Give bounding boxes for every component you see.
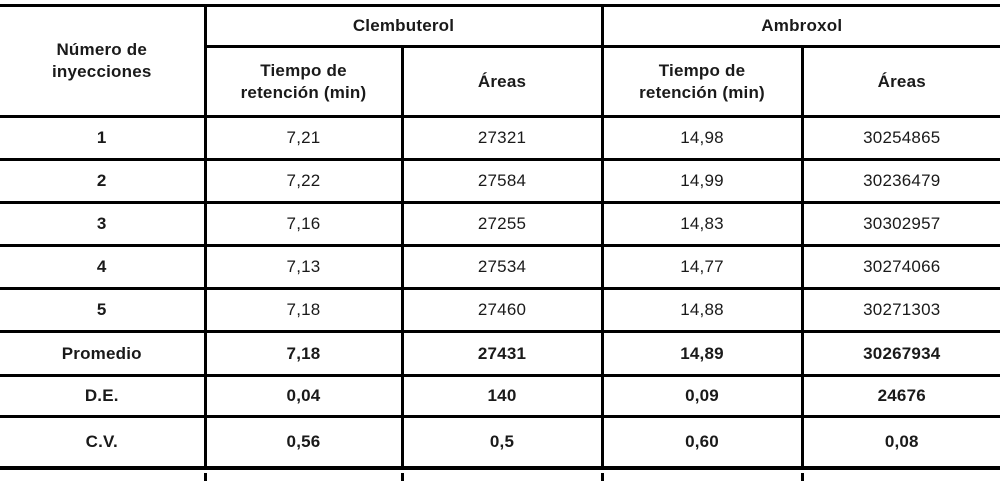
corner-header-cell: Número de inyecciones <box>0 4 205 118</box>
data-cell: 27584 <box>400 159 603 204</box>
data-cell: 0,60 <box>600 416 803 470</box>
sub-header-row: Tiempo de retención (min) Áreas Tiempo d… <box>0 46 1000 118</box>
table-row-de: D.E. 0,04 140 0,09 24676 <box>0 375 1000 418</box>
data-cell: 14,89 <box>600 331 803 377</box>
row-label: D.E. <box>0 375 205 418</box>
data-cell: 14,88 <box>600 288 803 333</box>
corner-header-label: Número de inyecciones <box>51 39 152 81</box>
row-label: C.V. <box>0 416 205 470</box>
column-line-stub <box>204 473 207 481</box>
row-label: 3 <box>0 202 205 247</box>
table-row-cv: C.V. 0,56 0,5 0,60 0,08 <box>0 416 1000 470</box>
data-cell: 7,18 <box>203 288 402 333</box>
column-line-stub <box>601 473 604 481</box>
row-label: 1 <box>0 116 205 161</box>
data-cell: 30274066 <box>800 245 1000 290</box>
group-header-ambroxol: Ambroxol <box>600 4 1000 48</box>
subheader-clembuterol-retention: Tiempo de retención (min) <box>203 46 402 118</box>
data-cell: 30302957 <box>800 202 1000 247</box>
subheader-clembuterol-areas: Áreas <box>400 46 603 118</box>
data-cell: 0,04 <box>203 375 402 418</box>
table-row-injection-1: 1 7,21 27321 14,98 30254865 <box>0 116 1000 161</box>
row-label: 2 <box>0 159 205 204</box>
results-table: Número de inyecciones Clembuterol Ambrox… <box>0 4 1000 470</box>
data-cell: 27534 <box>400 245 603 290</box>
data-cell: 27460 <box>400 288 603 333</box>
column-line-stub <box>801 473 804 481</box>
data-cell: 14,83 <box>600 202 803 247</box>
subheader-ambroxol-areas: Áreas <box>800 46 1000 118</box>
data-cell: 30254865 <box>800 116 1000 161</box>
row-label: 5 <box>0 288 205 333</box>
table-row-injection-5: 5 7,18 27460 14,88 30271303 <box>0 288 1000 333</box>
data-cell: 30236479 <box>800 159 1000 204</box>
table-row-injection-3: 3 7,16 27255 14,83 30302957 <box>0 202 1000 247</box>
data-cell: 7,18 <box>203 331 402 377</box>
data-cell: 7,21 <box>203 116 402 161</box>
table-row-injection-4: 4 7,13 27534 14,77 30274066 <box>0 245 1000 290</box>
group-header-row: Número de inyecciones Clembuterol Ambrox… <box>0 4 1000 118</box>
data-cell: 27431 <box>400 331 603 377</box>
data-cell: 24676 <box>800 375 1000 418</box>
subheader-ambroxol-retention: Tiempo de retención (min) <box>600 46 803 118</box>
data-cell: 27321 <box>400 116 603 161</box>
row-label: 4 <box>0 245 205 290</box>
data-cell: 0,09 <box>600 375 803 418</box>
table-row-promedio: Promedio 7,18 27431 14,89 30267934 <box>0 331 1000 377</box>
data-cell: 30267934 <box>800 331 1000 377</box>
group-header-clembuterol: Clembuterol <box>203 4 603 48</box>
data-cell: 0,08 <box>800 416 1000 470</box>
data-cell: 30271303 <box>800 288 1000 333</box>
data-cell: 14,99 <box>600 159 803 204</box>
data-cell: 0,5 <box>400 416 603 470</box>
data-cell: 27255 <box>400 202 603 247</box>
data-cell: 7,22 <box>203 159 402 204</box>
column-line-stub <box>401 473 404 481</box>
data-cell: 0,56 <box>203 416 402 470</box>
row-label: Promedio <box>0 331 205 377</box>
data-cell: 14,77 <box>600 245 803 290</box>
data-cell: 7,16 <box>203 202 402 247</box>
table-row-injection-2: 2 7,22 27584 14,99 30236479 <box>0 159 1000 204</box>
data-cell: 140 <box>400 375 603 418</box>
data-cell: 7,13 <box>203 245 402 290</box>
data-cell: 14,98 <box>600 116 803 161</box>
